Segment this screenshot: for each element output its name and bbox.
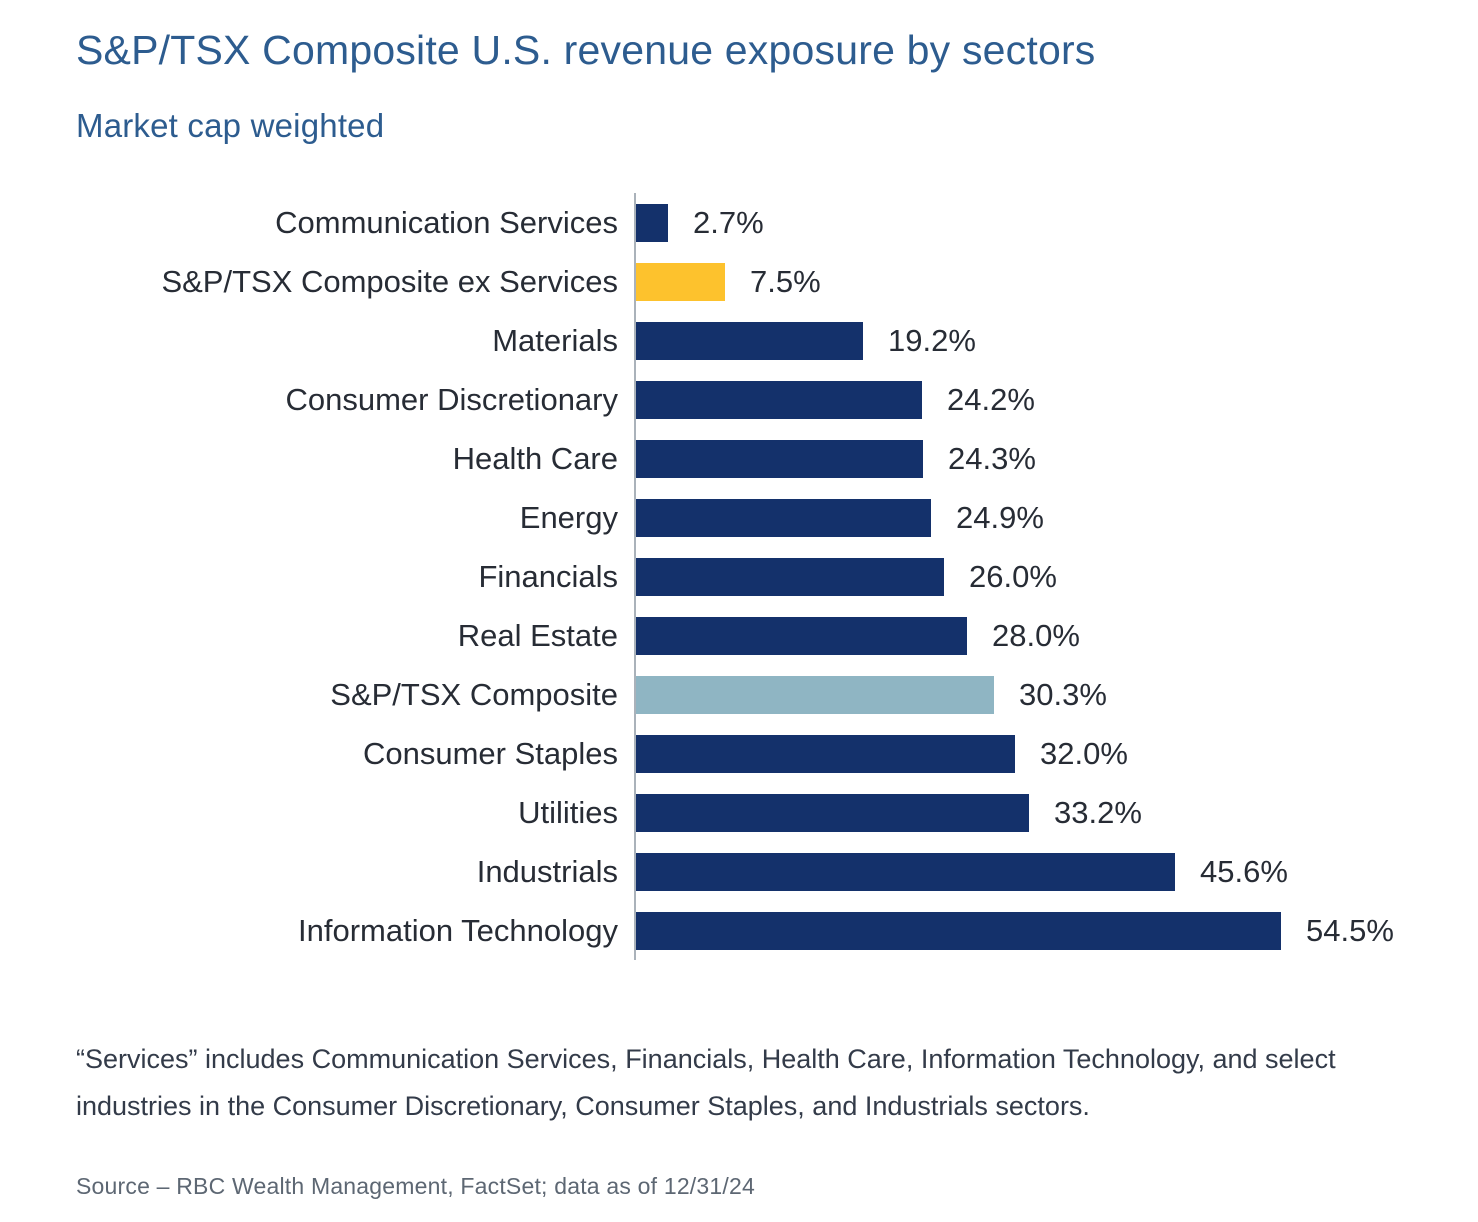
bar xyxy=(636,262,725,301)
chart-row: Financials 26.0% xyxy=(76,547,1406,607)
bar xyxy=(636,675,994,714)
bar xyxy=(636,557,944,596)
chart-row: Industrials 45.6% xyxy=(76,842,1406,902)
bar xyxy=(636,321,863,360)
chart-row: Materials 19.2% xyxy=(76,311,1406,371)
chart-row: Energy 24.9% xyxy=(76,488,1406,548)
bar-area: 33.2% xyxy=(634,783,1406,843)
category-label: Consumer Staples xyxy=(362,735,618,771)
bar xyxy=(636,498,931,537)
value-label: 33.2% xyxy=(1054,794,1142,830)
chart-row: S&P/TSX Composite ex Services 7.5% xyxy=(76,252,1406,312)
bar xyxy=(636,852,1175,891)
category-label: Industrials xyxy=(476,853,618,889)
bar xyxy=(636,734,1015,773)
category-label: S&P/TSX Composite ex Services xyxy=(161,263,618,299)
bar-area: 30.3% xyxy=(634,665,1406,725)
bar xyxy=(636,616,967,655)
page-title: S&P/TSX Composite U.S. revenue exposure … xyxy=(76,27,1096,73)
value-label: 24.9% xyxy=(956,499,1044,535)
bar-area: 45.6% xyxy=(634,842,1406,902)
chart-row: Communication Services 2.7% xyxy=(76,193,1406,253)
chart-row: Utilities 33.2% xyxy=(76,783,1406,843)
value-label: 54.5% xyxy=(1306,912,1394,948)
bar xyxy=(636,203,668,242)
chart-row: Consumer Discretionary 24.2% xyxy=(76,370,1406,430)
value-label: 28.0% xyxy=(992,617,1080,653)
chart-row: Real Estate 28.0% xyxy=(76,606,1406,666)
bar-area: 24.9% xyxy=(634,488,1406,548)
footnote: “Services” includes Communication Servic… xyxy=(76,1044,1336,1122)
chart-row: Information Technology 54.5% xyxy=(76,901,1406,961)
value-label: 24.2% xyxy=(947,381,1035,417)
bar xyxy=(636,380,922,419)
category-label: S&P/TSX Composite xyxy=(330,676,618,712)
bar xyxy=(636,793,1029,832)
category-label: Communication Services xyxy=(275,204,618,240)
bar-area: 24.2% xyxy=(634,370,1406,430)
category-label: Materials xyxy=(492,322,618,358)
chart-row: Health Care 24.3% xyxy=(76,429,1406,489)
bar-area: 28.0% xyxy=(634,606,1406,666)
category-label: Real Estate xyxy=(457,617,618,653)
bar-area: 2.7% xyxy=(634,193,1406,253)
value-label: 26.0% xyxy=(969,558,1057,594)
chart-subtitle: Market cap weighted xyxy=(76,107,385,145)
value-label: 7.5% xyxy=(750,263,821,299)
value-label: 32.0% xyxy=(1040,735,1128,771)
bar-area: 26.0% xyxy=(634,547,1406,607)
value-label: 2.7% xyxy=(693,204,764,240)
value-label: 30.3% xyxy=(1019,676,1107,712)
category-label: Health Care xyxy=(452,440,618,476)
source-note: Source – RBC Wealth Management, FactSet;… xyxy=(76,1172,755,1199)
value-label: 45.6% xyxy=(1200,853,1288,889)
category-label: Consumer Discretionary xyxy=(285,381,619,417)
bar-area: 24.3% xyxy=(634,429,1406,489)
category-label: Information Technology xyxy=(298,912,618,948)
bar xyxy=(636,911,1281,950)
category-label: Energy xyxy=(519,499,618,535)
bar-area: 19.2% xyxy=(634,311,1406,371)
category-label: Financials xyxy=(478,558,618,594)
value-label: 19.2% xyxy=(888,322,976,358)
bar-area: 32.0% xyxy=(634,724,1406,784)
bar-area: 54.5% xyxy=(634,901,1406,961)
value-label: 24.3% xyxy=(948,440,1036,476)
bar-chart: Communication Services 2.7% S&P/TSX Compos… xyxy=(76,193,1406,961)
bar xyxy=(636,439,923,478)
chart-row: Consumer Staples 32.0% xyxy=(76,724,1406,784)
chart-row: S&P/TSX Composite 30.3% xyxy=(76,665,1406,725)
bar-area: 7.5% xyxy=(634,252,1406,312)
category-label: Utilities xyxy=(518,794,618,830)
